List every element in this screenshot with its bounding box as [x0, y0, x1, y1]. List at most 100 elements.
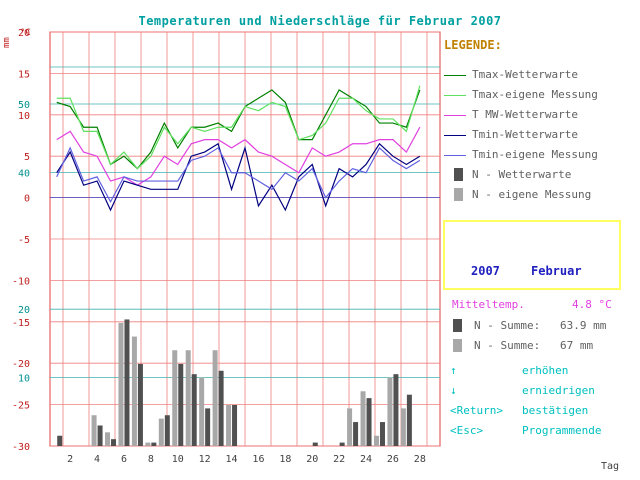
legend: LEGENDE: Tmax-Wetterwarte Tmax-eigene Mes… [442, 32, 622, 216]
legend-line-swatch [444, 95, 466, 96]
temp-tick-label: -20 [12, 359, 30, 370]
legend-heading: LEGENDE: [444, 38, 502, 52]
stats-panel: Mitteltemp. 4.8 °C N - Summe: 63.9 mm N … [444, 294, 622, 356]
series-line [56, 146, 421, 204]
precip-bar [97, 425, 103, 446]
series-line [56, 126, 421, 186]
precip-bar [172, 350, 178, 446]
precip-bar [226, 404, 232, 446]
mean-temp-label: Mitteltemp. [452, 298, 525, 311]
legend-label: N - eigene Messung [472, 188, 592, 201]
temp-tick-label: 5 [24, 152, 30, 163]
x-tick-label: 6 [121, 454, 127, 465]
temp-tick-label: -10 [12, 276, 30, 287]
key-return[interactable]: <Return> [450, 404, 503, 417]
precip-bar [124, 319, 130, 446]
month-value[interactable]: Februar [531, 264, 582, 278]
x-tick-label: 16 [252, 454, 264, 465]
sum2-label: N - Summe: [474, 339, 541, 352]
temp-tick-label: 20 [18, 28, 30, 39]
precip-bar [393, 374, 399, 446]
sum1-swatch [453, 319, 462, 332]
controls-panel: ↑ erhöhen ↓ erniedrigen <Return> bestäti… [444, 356, 622, 440]
precip-bar [205, 408, 211, 446]
legend-label: Tmin-Wetterwarte [472, 128, 578, 141]
legend-label: Tmin-eigene Messung [472, 148, 598, 161]
precip-bar [212, 350, 218, 446]
legend-line-swatch [444, 75, 466, 76]
precip-bar [360, 391, 366, 446]
legend-line-swatch [444, 135, 466, 136]
key-down[interactable]: ↓ [450, 384, 457, 397]
legend-line-swatch [444, 115, 466, 116]
legend-label: N - Wetterwarte [472, 168, 572, 181]
x-tick-label: 2 [67, 454, 73, 465]
sum2-value: 67 mm [560, 339, 594, 352]
precip-bar [131, 336, 137, 446]
precip-bar [339, 442, 345, 446]
precip-bar [406, 394, 412, 446]
precip-bar [232, 404, 238, 446]
precip-tick-label: 40 [18, 168, 30, 179]
precip-bar [353, 422, 359, 446]
action-confirm[interactable]: bestätigen [522, 404, 589, 417]
x-tick-label: 24 [360, 454, 372, 465]
precip-bar [199, 377, 205, 446]
precip-tick-label: 20 [18, 305, 30, 316]
temp-tick-label: -5 [18, 235, 30, 246]
precip-bar [373, 435, 379, 446]
precip-bar [118, 322, 124, 446]
sum1-label: N - Summe: [474, 319, 541, 332]
precip-bar [312, 442, 318, 446]
legend-line-swatch [444, 155, 466, 156]
action-exit[interactable]: Programmende [522, 424, 602, 437]
x-tick-label: 18 [279, 454, 291, 465]
temp-tick-label: -25 [12, 401, 30, 412]
precip-tick-label: 50 [18, 100, 30, 111]
series-line [56, 89, 421, 170]
precip-bar [145, 442, 151, 446]
year-value[interactable]: 2007 [471, 264, 500, 278]
x-tick-label: 4 [94, 454, 100, 465]
precip-bar [178, 363, 184, 446]
legend-label: Tmax-eigene Messung [472, 88, 598, 101]
precip-bar [400, 408, 406, 446]
precip-bar [111, 439, 117, 446]
key-up[interactable]: ↑ [450, 364, 457, 377]
sum1-value: 63.9 mm [560, 319, 607, 332]
temp-tick-label: -15 [12, 318, 30, 329]
precip-tick-label: 10 [18, 374, 30, 385]
x-axis-unit: Tag [601, 461, 620, 472]
x-tick-label: 20 [306, 454, 318, 465]
legend-label: T MW-Wetterwarte [472, 108, 578, 121]
precip-bar [164, 415, 170, 446]
precip-bar [185, 350, 191, 446]
precip-bar [191, 374, 197, 446]
action-increase[interactable]: erhöhen [522, 364, 569, 377]
precip-bar [379, 422, 385, 446]
x-tick-label: 28 [414, 454, 426, 465]
sum2-swatch [453, 339, 462, 352]
precip-bar [91, 415, 97, 446]
temp-tick-label: -30 [12, 442, 30, 453]
x-tick-label: 12 [199, 454, 211, 465]
precip-bar [137, 363, 143, 446]
x-tick-label: 14 [226, 454, 238, 465]
x-tick-label: 22 [333, 454, 345, 465]
legend-bar-swatch [454, 188, 463, 201]
precip-bar [366, 398, 372, 446]
action-decrease[interactable]: erniedrigen [522, 384, 595, 397]
date-selector[interactable]: 2007 Februar [443, 220, 621, 290]
precip-bar [105, 432, 111, 446]
precip-bar [151, 442, 157, 446]
precip-bar [57, 435, 63, 446]
mean-temp-value: 4.8 °C [572, 298, 612, 311]
legend-bar-swatch [454, 168, 463, 181]
precip-bar [158, 418, 164, 446]
chart-title: Temperaturen und Niederschläge für Febru… [138, 14, 502, 28]
x-tick-label: 26 [387, 454, 399, 465]
key-esc[interactable]: <Esc> [450, 424, 484, 437]
x-tick-label: 10 [172, 454, 184, 465]
legend-label: Tmax-Wetterwarte [472, 68, 578, 81]
